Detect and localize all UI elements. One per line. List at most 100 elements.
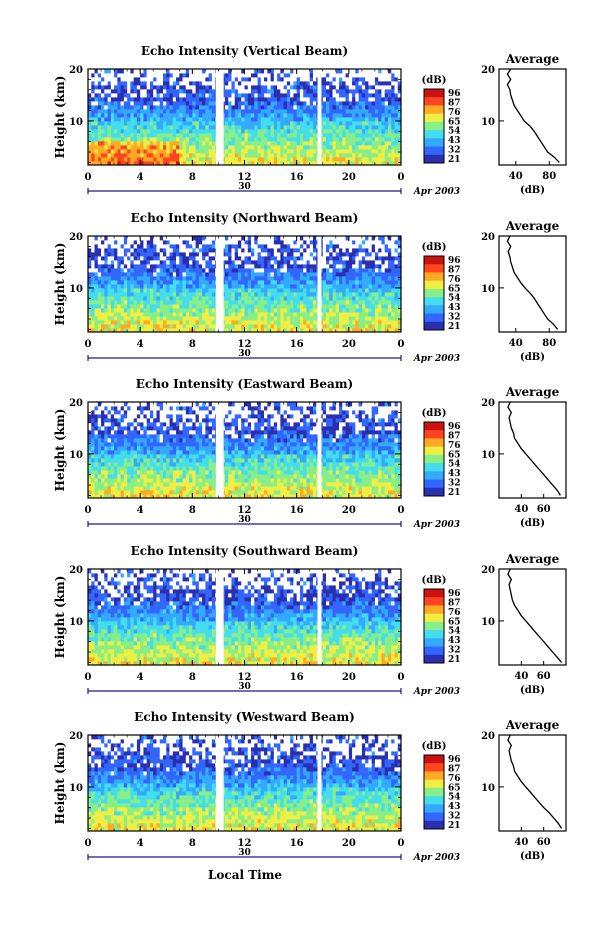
- heatmap-cell: [290, 101, 294, 106]
- heatmap-cell: [234, 284, 239, 289]
- heatmap-cell: [198, 137, 203, 142]
- heatmap-cell: [277, 288, 281, 293]
- heatmap-cell: [185, 252, 190, 257]
- heatmap-cell: [117, 137, 121, 142]
- heatmap-cell: [172, 324, 177, 329]
- heatmap-cell: [130, 77, 135, 82]
- heatmap-cell: [192, 137, 196, 142]
- heatmap-cell: [312, 161, 317, 166]
- heatmap-cell: [120, 69, 125, 74]
- heatmap-cell: [374, 141, 379, 146]
- heatmap-cell: [283, 129, 288, 134]
- heatmap-cell: [397, 260, 402, 265]
- heatmap-cell: [156, 260, 161, 265]
- heatmap-cell: [332, 125, 337, 130]
- heatmap-cell: [299, 328, 304, 333]
- heatmap-cell: [355, 145, 360, 150]
- heatmap-cell: [88, 153, 92, 158]
- heatmap-cell: [237, 268, 242, 273]
- heatmap-cell: [110, 153, 115, 158]
- heatmap-cell: [273, 129, 278, 134]
- heatmap-cell: [104, 85, 108, 90]
- heatmap-cell: [159, 145, 164, 150]
- heatmap-cell: [391, 292, 395, 297]
- heatmap-cell: [189, 296, 193, 301]
- heatmap-cell: [277, 320, 281, 325]
- heatmap-cell: [224, 288, 229, 293]
- heatmap-cell: [254, 105, 258, 110]
- heatmap-cell: [211, 316, 216, 321]
- heatmap-cell: [234, 324, 239, 329]
- heatmap-cell: [195, 73, 200, 78]
- heatmap-cell: [162, 73, 167, 78]
- heatmap-cell: [130, 141, 135, 146]
- heatmap-cell: [162, 280, 167, 285]
- heatmap-cell: [365, 308, 369, 313]
- heatmap-cell: [371, 272, 376, 277]
- heatmap-cell: [273, 161, 278, 166]
- heatmap-cell: [107, 73, 112, 78]
- heatmap-cell: [358, 125, 363, 130]
- heatmap-cell: [91, 264, 95, 269]
- heatmap-cell: [251, 264, 255, 269]
- heatmap-cell: [352, 121, 356, 126]
- heatmap-cell: [104, 137, 108, 142]
- heatmap-cell: [234, 121, 239, 126]
- heatmap-cell: [149, 161, 154, 166]
- heatmap-cell: [257, 101, 262, 106]
- heatmap-cell: [182, 89, 187, 94]
- heatmap-cell: [293, 121, 298, 126]
- heatmap-cell: [231, 324, 236, 329]
- heatmap-cell: [296, 161, 301, 166]
- heatmap-cell: [130, 101, 135, 106]
- heatmap-cell: [270, 129, 275, 134]
- heatmap-cell: [329, 260, 333, 265]
- heatmap-cell: [231, 328, 236, 333]
- heatmap-cell: [286, 105, 291, 110]
- heatmap-cell: [397, 149, 402, 154]
- heatmap-cell: [117, 244, 121, 249]
- colorbar-tick-label: 43: [448, 136, 461, 146]
- heatmap-cell: [273, 312, 278, 317]
- heatmap-cell: [358, 121, 363, 126]
- heatmap-cell: [381, 137, 386, 142]
- heatmap-cell: [247, 284, 252, 289]
- heatmap-cell: [189, 129, 193, 134]
- heatmap-cell: [107, 328, 112, 333]
- heatmap-cell: [387, 284, 392, 289]
- heatmap-cell: [299, 304, 304, 309]
- heatmap-cell: [94, 312, 99, 317]
- heatmap-cell: [130, 280, 135, 285]
- heatmap-cell: [202, 161, 206, 166]
- heatmap-cell: [264, 264, 268, 269]
- heatmap-cell: [88, 292, 92, 297]
- heatmap-cell: [224, 117, 229, 122]
- heatmap-cell: [361, 264, 366, 269]
- heatmap-cell: [394, 93, 399, 98]
- heatmap-cell: [345, 129, 350, 134]
- heatmap-cell: [101, 85, 105, 90]
- heatmap-cell: [352, 292, 356, 297]
- heatmap-cell: [205, 153, 210, 158]
- heatmap-cell: [368, 125, 373, 130]
- heatmap-cell: [293, 101, 298, 106]
- heatmap-cell: [384, 145, 389, 150]
- heatmap-cell: [391, 240, 395, 245]
- heatmap-cell: [162, 256, 167, 261]
- heatmap-cell: [244, 85, 249, 90]
- heatmap-cell: [326, 240, 330, 245]
- heatmap-cell: [127, 149, 131, 154]
- heatmap-cell: [345, 292, 350, 297]
- heatmap-cell: [394, 280, 399, 285]
- heatmap-cell: [198, 149, 203, 154]
- heatmap-cell: [228, 105, 232, 110]
- heatmap-cell: [107, 109, 112, 114]
- heatmap-cell: [384, 141, 389, 146]
- heatmap-cell: [374, 244, 379, 249]
- heatmap-cell: [110, 308, 115, 313]
- heatmap-cell: [162, 157, 167, 162]
- heatmap-cell: [110, 89, 115, 94]
- heatmap-cell: [162, 494, 167, 499]
- heatmap-cell: [114, 240, 118, 245]
- heatmap-cell: [361, 73, 366, 78]
